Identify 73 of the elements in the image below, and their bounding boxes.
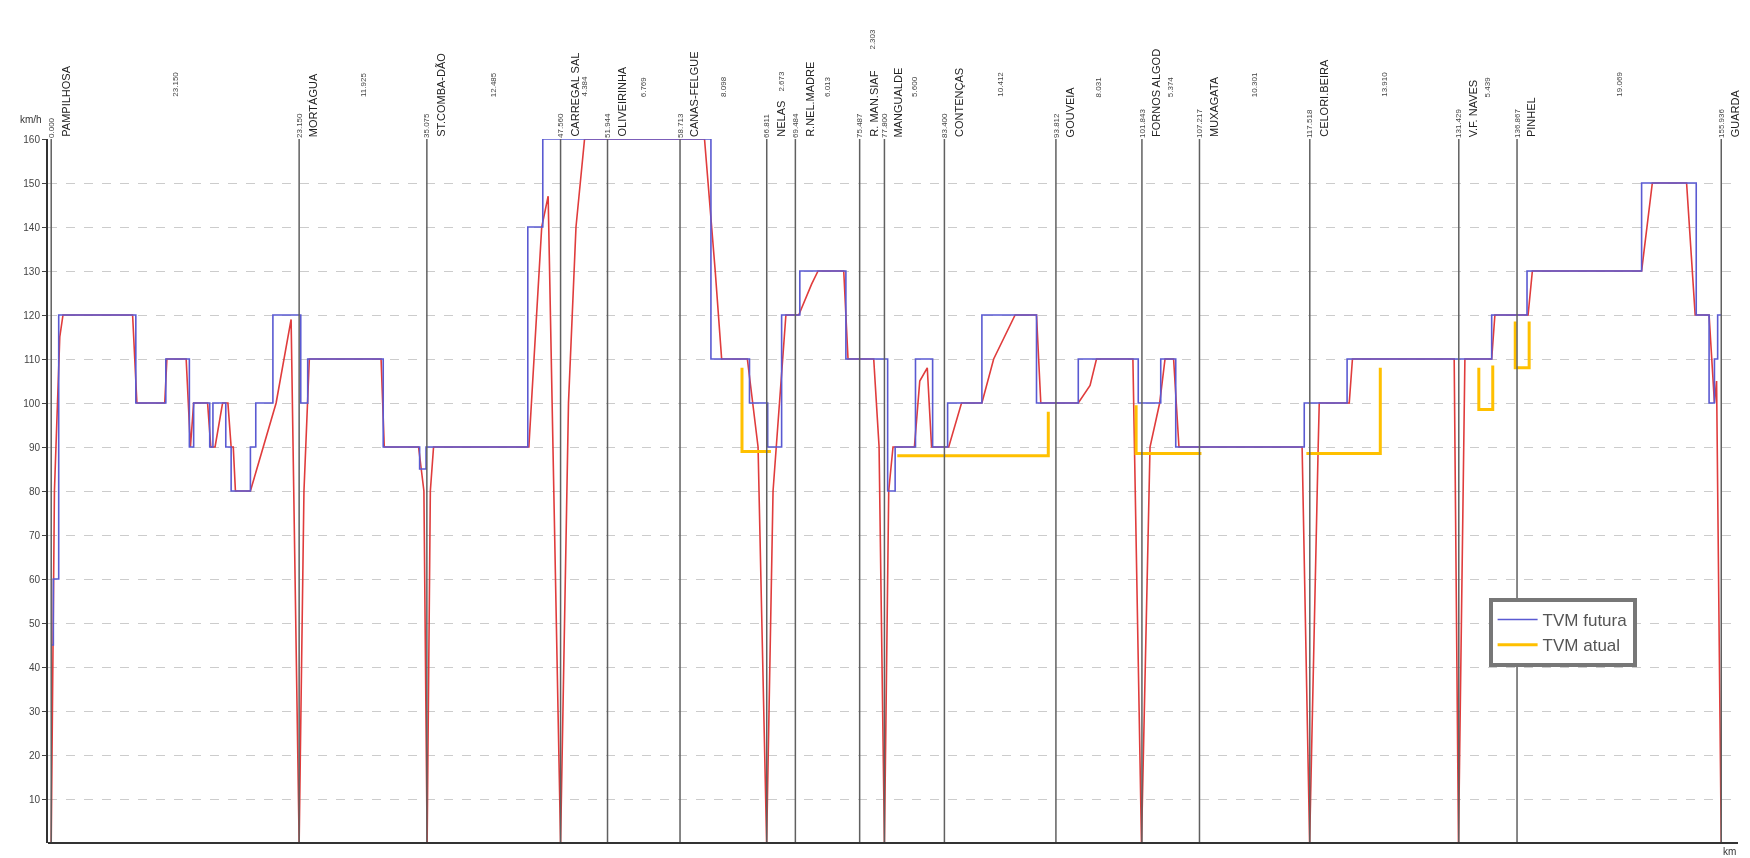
ref-line-label: GUARDA <box>1729 89 1742 138</box>
y-tick-label: 140 <box>23 221 41 233</box>
y-tick-label: 20 <box>28 749 41 761</box>
ref-line-label: R.NEL.MADRE <box>803 61 816 137</box>
ref-line-label: CONTENÇAS <box>952 67 965 137</box>
y-tick-label: 40 <box>28 661 41 673</box>
x-tick-label: 69.484 <box>790 112 800 138</box>
legend-label: TVM futura <box>1542 611 1628 631</box>
x-tick-label: 136.867 <box>1512 108 1522 138</box>
y-tick-label: 70 <box>28 529 41 541</box>
x-tick-label: 35.075 <box>422 112 432 138</box>
y-axis-title: km/h <box>20 114 42 125</box>
x-tick-label: 77.800 <box>880 112 890 138</box>
y-tick-label: 120 <box>23 309 41 321</box>
x-tick-label: 23.150 <box>294 112 304 138</box>
x-tick-label: 58.713 <box>675 112 685 138</box>
legend-label: TVM atual <box>1542 636 1621 656</box>
ref-line-label: V.F. NAVES <box>1467 79 1480 138</box>
x-tick-label: 117.518 <box>1305 109 1315 138</box>
text: 23.150 <box>170 71 180 97</box>
text: 6.769 <box>639 76 649 98</box>
text: 5.600 <box>909 76 919 97</box>
text: 5.439 <box>1483 76 1493 98</box>
text: 4.384 <box>579 75 589 97</box>
x-tick-label: 155.936 <box>1716 108 1726 138</box>
ref-line-label: GOUVEIA <box>1064 86 1077 138</box>
y-tick-label: 80 <box>28 485 41 497</box>
ref-line-label: OLIVEIRINHA <box>615 66 628 137</box>
ref-line-label: CELORI.BEIRA <box>1317 59 1330 137</box>
x-tick-label: 47.560 <box>556 112 566 138</box>
y-tick-label: 90 <box>28 441 41 453</box>
y-tick-label: 110 <box>24 353 41 365</box>
x-tick-label: 66.811 <box>762 113 772 138</box>
ref-line-label: PINHEL <box>1525 97 1538 138</box>
ref-line-label: MANGUALDE <box>892 67 905 138</box>
y-tick-label: 100 <box>23 397 41 409</box>
y-tick-label: 50 <box>28 617 41 629</box>
y-tick-label: 10 <box>28 793 41 805</box>
text: 10.412 <box>995 71 1005 97</box>
text: 12.485 <box>489 72 499 98</box>
x-tick-label: 101.843 <box>1137 108 1147 138</box>
x-tick-label: 51.944 <box>603 112 613 138</box>
ref-line-label: MORTÁGUA <box>307 73 320 138</box>
text: 8.031 <box>1094 76 1104 98</box>
text: 10.301 <box>1250 72 1260 98</box>
y-tick-label: 150 <box>23 177 41 189</box>
x-tick-label: 75.487 <box>855 112 865 138</box>
x-tick-label: 93.812 <box>1051 112 1061 138</box>
text: 2.673 <box>776 70 786 92</box>
text: 13.910 <box>1379 71 1389 97</box>
ref-line-label: CANAS-FELGUE <box>688 51 701 138</box>
x-axis-title: km <box>1723 846 1737 857</box>
x-tick-label: 131.429 <box>1454 108 1464 138</box>
text: 19.069 <box>1614 71 1624 97</box>
ref-line-label: MUXAGATA <box>1207 76 1220 137</box>
x-tick-label: 83.400 <box>940 112 950 138</box>
ref-line-label: ST.COMBA-DÃO <box>434 52 447 137</box>
y-tick-label: 60 <box>28 573 41 585</box>
x-tick-label: 107.217 <box>1195 108 1205 138</box>
text: 8.098 <box>718 76 728 97</box>
y-tick-label: 160 <box>23 133 41 145</box>
text: 11.925 <box>359 72 368 97</box>
text: 5.374 <box>1166 76 1176 98</box>
ref-line-label: PAMPILHOSA <box>59 65 72 137</box>
ref-line-label: R. MAN.SIAF <box>867 70 880 137</box>
text: 6.013 <box>823 76 833 98</box>
y-tick-label: 130 <box>23 265 41 277</box>
ref-line-label: CARREGAL SAL <box>568 52 581 137</box>
y-tick-label: 30 <box>28 705 41 717</box>
ref-line-label: FORNOS ALGOD <box>1149 48 1162 137</box>
x-tick-label: 0.000 <box>46 117 56 138</box>
ref-line-label: NELAS <box>774 100 787 137</box>
text: 2.303 <box>867 28 877 50</box>
